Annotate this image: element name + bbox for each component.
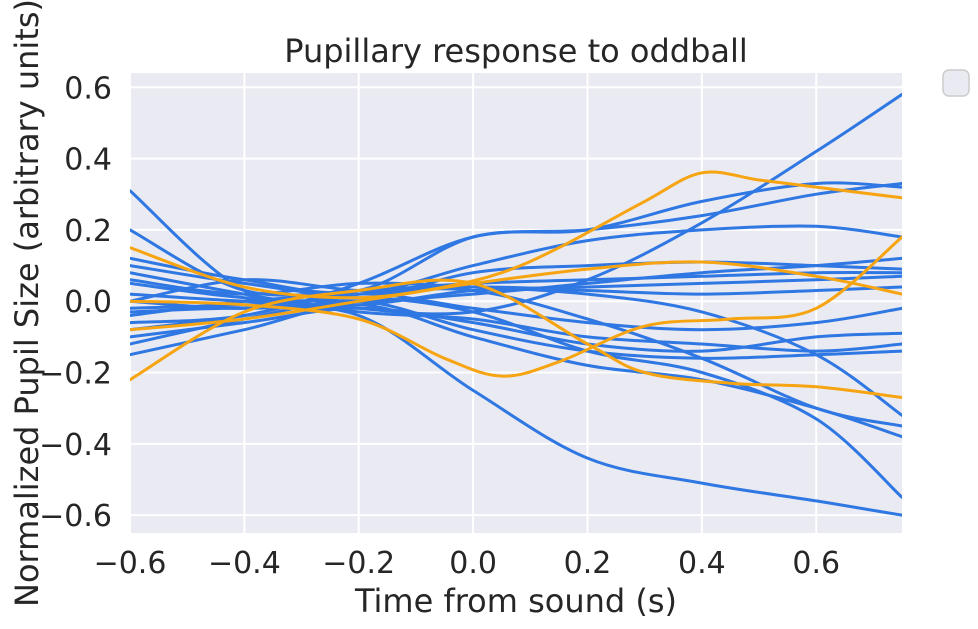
series-line-trial-17 [130,292,902,332]
x-tick-label: −0.4 [208,546,281,581]
series-line-trial-11 [130,306,902,353]
y-axis-label: Normalized Pupil Size (arbitrary units) [8,0,46,607]
series-layer [130,92,902,517]
y-tick-label: −0.6 [39,499,112,534]
x-tick-label: −0.6 [94,546,167,581]
y-tick-labels: −0.6 −0.4 −0.2 0.0 0.2 0.4 0.6 [39,71,112,534]
chart-title: Pupillary response to oddball [284,32,748,70]
series-line-orange-4 [130,278,902,399]
series-line-trial-16 [130,278,902,417]
series-line-orange-2 [130,246,902,300]
y-tick-label: 0.6 [64,71,112,106]
x-tick-label: 0.6 [792,546,840,581]
x-tick-label: −0.2 [322,546,395,581]
x-tick-label: 0.0 [449,546,497,581]
x-tick-label: 0.4 [678,546,726,581]
y-tick-label: −0.2 [39,357,112,392]
series-line-trial-4 [130,224,902,297]
y-tick-label: 0.2 [64,214,112,249]
legend-box [942,69,970,97]
x-tick-label: 0.2 [564,546,612,581]
series-line-orange-1 [130,170,902,332]
series-line-trial-5 [130,271,902,353]
x-tick-labels: −0.6 −0.4 −0.2 0.0 0.2 0.4 0.6 [94,546,841,581]
series-line-trial-13 [130,303,902,439]
y-tick-label: 0.4 [64,143,112,178]
y-tick-label: −0.4 [39,428,112,463]
y-tick-label: 0.0 [64,285,112,320]
x-axis-label: Time from sound (s) [354,582,677,620]
series-line-orange-3 [130,235,902,378]
series-line-trial-18 [130,278,902,428]
series-line-trial-9 [130,285,902,317]
